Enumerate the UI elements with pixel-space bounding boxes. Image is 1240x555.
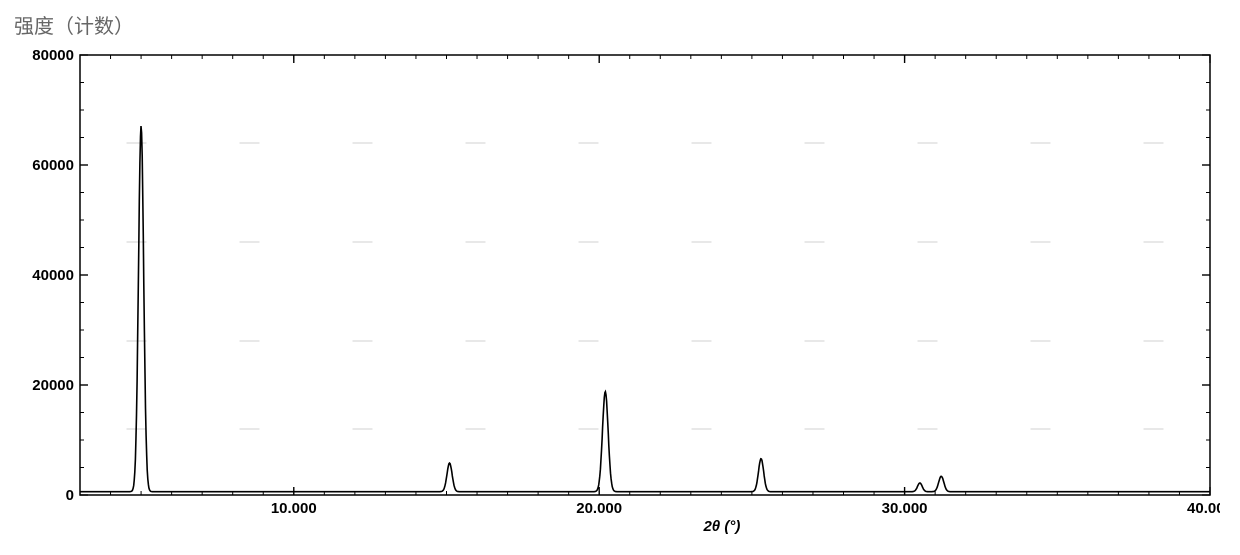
- y-tick-label: 20000: [32, 377, 74, 394]
- xrd-chart: 10.000 20.000 30.000 40.000 0 20000 40000 60000…: [20, 45, 1220, 545]
- y-tick-label: 0: [66, 487, 74, 504]
- x-tick-label: 30.000: [882, 500, 928, 517]
- y-tick-label: 40000: [32, 267, 74, 284]
- x-axis-label: 2θ (°): [702, 518, 740, 535]
- chart-svg: 10.000 20.000 30.000 40.000 0 20000 40000 60000…: [20, 45, 1220, 535]
- x-tick-label: 20.000: [576, 500, 622, 517]
- x-tick-label: 10.000: [271, 500, 317, 517]
- y-tick-label: 60000: [32, 157, 74, 174]
- y-tick-label: 80000: [32, 47, 74, 64]
- chart-title: 强度（计数）: [14, 10, 1230, 39]
- x-tick-label: 40.000: [1187, 500, 1220, 517]
